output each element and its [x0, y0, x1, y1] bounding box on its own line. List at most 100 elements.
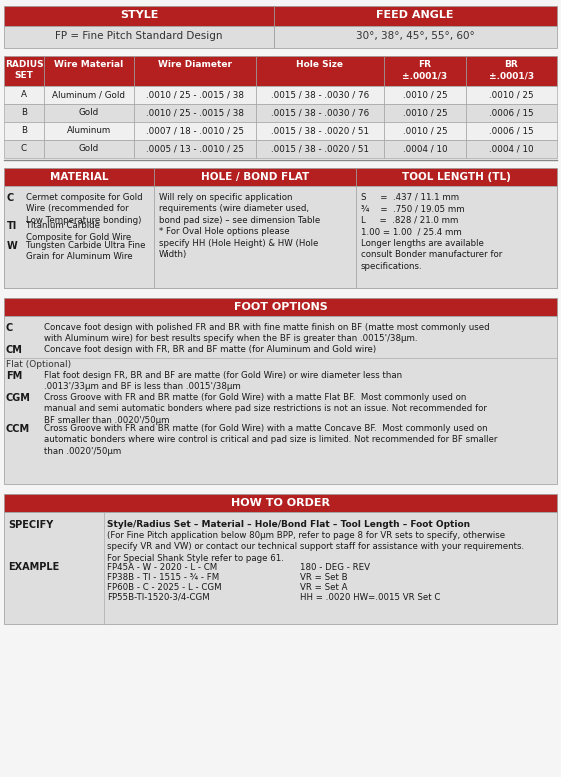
Bar: [134, 56, 256, 86]
Text: Gold: Gold: [79, 108, 99, 117]
Text: HOW TO ORDER: HOW TO ORDER: [231, 498, 330, 508]
Text: EXAMPLE: EXAMPLE: [8, 563, 59, 573]
Text: Style/Radius Set – Material – Hole/Bond Flat – Tool Length – Foot Option: Style/Radius Set – Material – Hole/Bond …: [107, 520, 470, 529]
Text: FP55B-TI-1520-3/4-CGM: FP55B-TI-1520-3/4-CGM: [107, 593, 210, 601]
Bar: [4, 298, 557, 316]
Text: CCM: CCM: [6, 423, 30, 434]
Bar: [274, 6, 557, 26]
Text: .0006 / 15: .0006 / 15: [489, 126, 534, 135]
Bar: [466, 140, 557, 158]
Text: Tungsten Carbide Ultra Fine
Grain for Aluminum Wire: Tungsten Carbide Ultra Fine Grain for Al…: [26, 241, 145, 261]
Text: BR
±.0001/3: BR ±.0001/3: [489, 60, 534, 81]
Text: Cross Groove with FR and BR matte (for Gold Wire) with a matte Flat BF.  Most co: Cross Groove with FR and BR matte (for G…: [44, 393, 487, 425]
Text: Cross Groove with FR and BR matte (for Gold Wire) with a matte Concave BF.  Most: Cross Groove with FR and BR matte (for G…: [44, 423, 498, 455]
Bar: [466, 86, 557, 104]
Bar: [4, 512, 557, 624]
Text: Hole Size: Hole Size: [297, 60, 343, 69]
Text: CGM: CGM: [6, 393, 31, 403]
Text: MATERIAL: MATERIAL: [50, 172, 108, 182]
Text: (For Fine Pitch application below 80μm BPP, refer to page 8 for VR sets to speci: (For Fine Pitch application below 80μm B…: [107, 531, 524, 563]
Text: Will rely on specific application
requirements (wire diameter used,
bond pad siz: Will rely on specific application requir…: [159, 193, 320, 260]
Bar: [4, 26, 274, 48]
Text: .0010 / 25 - .0015 / 38: .0010 / 25 - .0015 / 38: [146, 90, 244, 99]
Text: VR = Set A: VR = Set A: [300, 583, 347, 591]
Text: .0005 / 13 - .0010 / 25: .0005 / 13 - .0010 / 25: [146, 144, 244, 153]
Text: Aluminum / Gold: Aluminum / Gold: [53, 90, 126, 99]
Text: FR
±.0001/3: FR ±.0001/3: [402, 60, 448, 81]
Text: .0015 / 38 - .0030 / 76: .0015 / 38 - .0030 / 76: [271, 90, 369, 99]
Text: Concave foot design with polished FR and BR with fine matte finish on BF (matte : Concave foot design with polished FR and…: [44, 323, 490, 343]
Text: Wire Diameter: Wire Diameter: [158, 60, 232, 69]
Bar: [134, 122, 256, 140]
Text: TI: TI: [7, 221, 17, 232]
Text: FM: FM: [6, 371, 22, 381]
Bar: [384, 104, 466, 122]
Text: .0004 / 10: .0004 / 10: [403, 144, 447, 153]
Text: C: C: [7, 193, 14, 203]
Bar: [466, 122, 557, 140]
Bar: [256, 104, 384, 122]
Bar: [256, 122, 384, 140]
Bar: [466, 104, 557, 122]
Text: .0015 / 38 - .0030 / 76: .0015 / 38 - .0030 / 76: [271, 108, 369, 117]
Text: STYLE: STYLE: [120, 10, 158, 20]
Bar: [154, 186, 356, 288]
Text: FP45A - W - 2020 - L - CM: FP45A - W - 2020 - L - CM: [107, 563, 217, 572]
Bar: [44, 122, 134, 140]
Text: .0010 / 25: .0010 / 25: [403, 126, 447, 135]
Bar: [154, 168, 356, 186]
Text: Cermet composite for Gold
Wire (recommended for
Low Temperature bonding): Cermet composite for Gold Wire (recommen…: [26, 193, 142, 225]
Text: SPECIFY: SPECIFY: [8, 520, 53, 530]
Bar: [384, 122, 466, 140]
Bar: [4, 56, 44, 86]
Bar: [384, 140, 466, 158]
Bar: [4, 122, 44, 140]
Text: FP60B - C - 2025 - L - CGM: FP60B - C - 2025 - L - CGM: [107, 583, 222, 591]
Bar: [256, 140, 384, 158]
Text: TOOL LENGTH (TL): TOOL LENGTH (TL): [402, 172, 511, 182]
Text: Aluminum: Aluminum: [67, 126, 111, 135]
Bar: [356, 168, 557, 186]
Text: .0015 / 38 - .0020 / 51: .0015 / 38 - .0020 / 51: [271, 126, 369, 135]
Text: .0007 / 18 - .0010 / 25: .0007 / 18 - .0010 / 25: [146, 126, 244, 135]
Text: .0010 / 25: .0010 / 25: [403, 108, 447, 117]
Bar: [4, 168, 154, 186]
Bar: [134, 104, 256, 122]
Text: .0004 / 10: .0004 / 10: [489, 144, 534, 153]
Text: HH = .0020 HW=.0015 VR Set C: HH = .0020 HW=.0015 VR Set C: [300, 593, 440, 601]
Text: FP = Fine Pitch Standard Design: FP = Fine Pitch Standard Design: [55, 31, 223, 41]
Bar: [134, 86, 256, 104]
Text: HOLE / BOND FLAT: HOLE / BOND FLAT: [201, 172, 309, 182]
Text: C: C: [21, 144, 27, 153]
Text: CM: CM: [6, 345, 23, 355]
Bar: [256, 56, 384, 86]
Text: VR = Set B: VR = Set B: [300, 573, 348, 581]
Bar: [4, 186, 557, 288]
Bar: [44, 104, 134, 122]
Bar: [4, 494, 557, 512]
Bar: [384, 86, 466, 104]
Text: FOOT OPTIONS: FOOT OPTIONS: [233, 302, 328, 312]
Text: Flat (Optional): Flat (Optional): [6, 360, 71, 369]
Text: B: B: [21, 108, 27, 117]
Text: Concave foot design with FR, BR and BF matte (for Aluminum and Gold wire): Concave foot design with FR, BR and BF m…: [44, 345, 376, 354]
Bar: [4, 140, 44, 158]
Text: Flat foot design FR, BR and BF are matte (for Gold Wire) or wire diameter less t: Flat foot design FR, BR and BF are matte…: [44, 371, 402, 392]
Text: C: C: [6, 323, 13, 333]
Bar: [44, 86, 134, 104]
Bar: [356, 186, 557, 288]
Bar: [466, 56, 557, 86]
Text: B: B: [21, 126, 27, 135]
Bar: [44, 56, 134, 86]
Text: S     =  .437 / 11.1 mm
¾    =  .750 / 19.05 mm
L     =  .828 / 21.0 mm
1.00 = 1: S = .437 / 11.1 mm ¾ = .750 / 19.05 mm L…: [361, 193, 502, 270]
Text: .0015 / 38 - .0020 / 51: .0015 / 38 - .0020 / 51: [271, 144, 369, 153]
Bar: [4, 186, 154, 288]
Text: FEED ANGLE: FEED ANGLE: [376, 10, 454, 20]
Bar: [4, 86, 44, 104]
Bar: [256, 86, 384, 104]
Text: .0006 / 15: .0006 / 15: [489, 108, 534, 117]
Bar: [4, 104, 44, 122]
Bar: [134, 140, 256, 158]
Bar: [4, 316, 557, 484]
Text: .0010 / 25: .0010 / 25: [489, 90, 534, 99]
